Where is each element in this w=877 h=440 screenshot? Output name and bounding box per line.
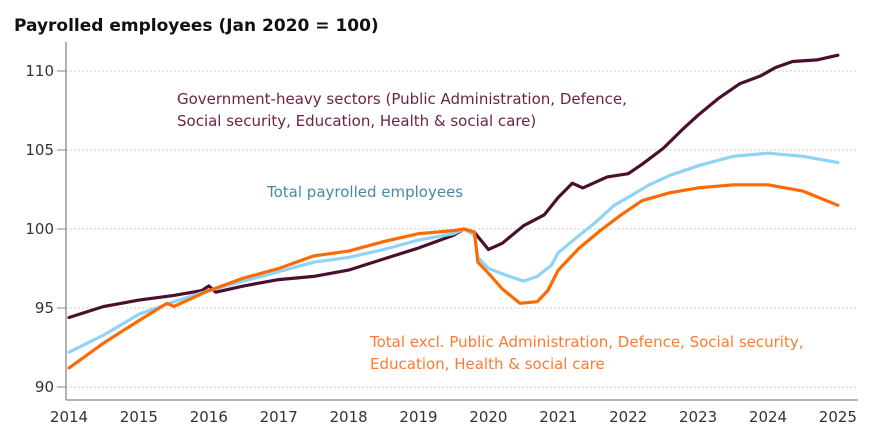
series-line-excl [67,183,840,370]
x-tick-label: 2014 [50,408,88,426]
x-tick-label: 2016 [190,408,228,426]
x-tick-label: 2017 [260,408,298,426]
annotation-excl: Education, Health & social care [370,355,605,373]
y-tick-label: 105 [25,141,54,159]
axes: 90 95 100 105 110 2014 2015 2016 2017 2018 2019 202… [25,42,858,426]
x-tick-label: 2015 [120,408,158,426]
x-tick-label: 2022 [609,408,647,426]
series-lines [67,53,840,370]
annotations: Government-heavy sectors (Public Adminis… [177,90,804,373]
chart-title: Payrolled employees (Jan 2020 = 100) [14,16,379,36]
annotation-excl: Total excl. Public Administration, Defen… [369,333,804,351]
series-line-government [67,53,840,320]
x-tick-label: 2024 [749,408,787,426]
x-tick-label: 2019 [399,408,437,426]
x-tick-label: 2018 [330,408,368,426]
y-tick-label: 90 [35,378,54,396]
annotation-total: Total payrolled employees [266,183,463,201]
x-tick-label: 2020 [469,408,507,426]
annotation-government: Social security, Education, Health & soc… [177,112,536,130]
x-tick-label: 2025 [819,408,857,426]
y-tick-label: 100 [25,220,54,238]
y-tick-label: 110 [25,62,54,80]
y-tick-label: 95 [35,299,54,317]
annotation-government: Government-heavy sectors (Public Adminis… [177,90,627,108]
series-line-total [67,151,840,354]
x-tick-label: 2021 [539,408,577,426]
x-tick-label: 2023 [679,408,717,426]
